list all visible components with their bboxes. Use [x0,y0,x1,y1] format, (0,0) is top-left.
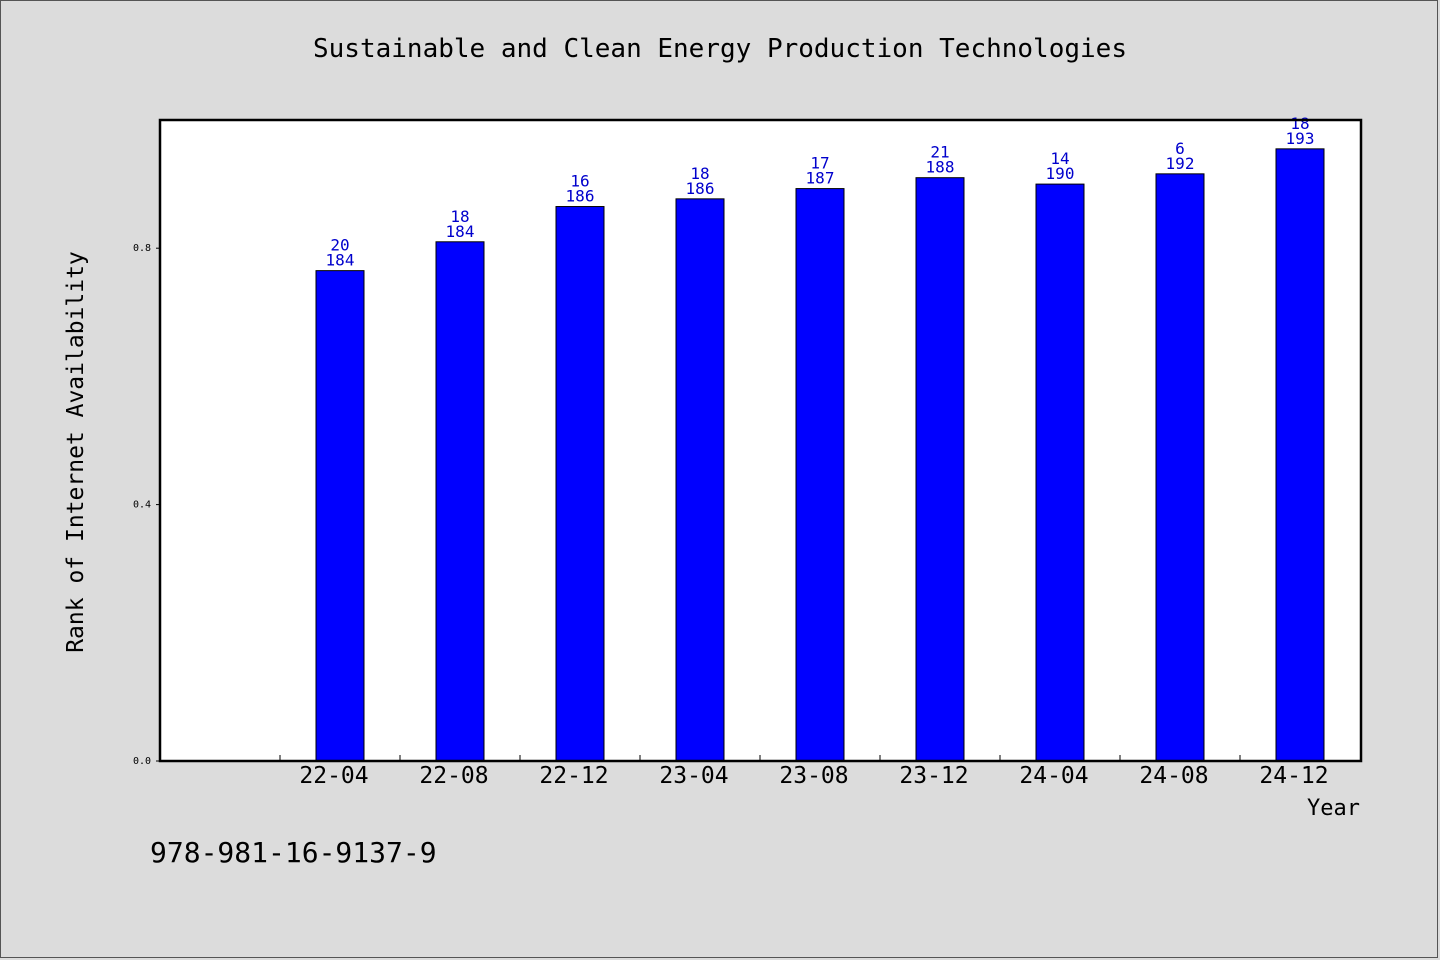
bar-label-top: 18 [450,207,469,226]
bar-label-bottom: 184 [446,222,475,241]
bar-label-top: 18 [690,164,709,183]
bar [1155,173,1205,762]
isbn-text: 978-981-16-9137-9 [150,836,437,869]
x-tick-label: 23-08 [779,763,848,789]
bar-label-top: 14 [1050,149,1069,168]
bar [915,177,965,762]
y-tick-label: 0.4 [133,500,151,511]
bar-label-bottom: 187 [806,169,835,188]
x-tick-label: 22-08 [419,763,488,789]
chart-title: Sustainable and Clean Energy Production … [313,34,1127,64]
bar-label-bottom: 186 [686,179,715,198]
bar-label-bottom: 192 [1166,154,1195,173]
x-tick-label: 23-04 [659,763,728,789]
bar-label-bottom: 184 [326,251,355,270]
bar [555,206,605,762]
x-tick-label: 24-12 [1259,763,1328,789]
bar-label-top: 16 [570,172,589,191]
bar [675,198,725,762]
bar [315,270,365,762]
bar-label-top: 20 [330,236,349,255]
bar [795,188,845,762]
bar-label-bottom: 186 [566,187,595,206]
y-tick-label: 0.0 [133,756,151,767]
bar-label-bottom: 188 [926,158,955,177]
x-tick-label: 24-04 [1019,763,1088,789]
bar [1275,148,1325,762]
y-tick-label: 0.8 [133,243,151,254]
x-tick-label: 22-04 [299,763,368,789]
x-tick-label: 24-08 [1139,763,1208,789]
bar-label-bottom: 190 [1046,164,1075,183]
x-axis-label: Year [1307,796,1360,821]
bar-label-top: 17 [810,154,829,173]
x-tick-label: 23-12 [899,763,968,789]
x-tick-label: 22-12 [539,763,608,789]
bar-label-bottom: 193 [1286,129,1315,148]
bar-label-top: 18 [1290,114,1309,133]
bar [435,241,485,762]
bar-label-top: 6 [1175,139,1185,158]
bar [1035,183,1085,762]
bar-label-top: 21 [930,143,949,162]
